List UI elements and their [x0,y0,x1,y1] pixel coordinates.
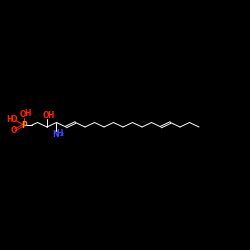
Text: H: H [6,114,13,124]
Text: H: H [47,111,54,120]
Text: O: O [10,115,17,124]
Text: O: O [43,111,49,120]
Text: O: O [10,126,17,135]
Text: H: H [24,110,30,118]
Text: P: P [21,120,26,130]
Text: O: O [20,110,26,119]
Text: 2: 2 [60,132,64,137]
Text: N: N [52,130,59,139]
Text: H: H [56,130,63,138]
